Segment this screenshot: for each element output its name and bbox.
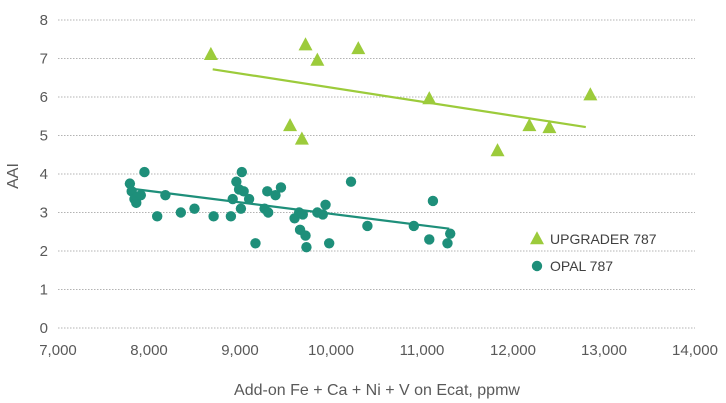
data-point-circle [300, 230, 311, 241]
y-tick-label: 5 [40, 128, 48, 145]
legend-label: UPGRADER 787 [550, 231, 657, 247]
x-tick-label: 9,000 [221, 342, 259, 359]
y-axis-title: AAI [5, 163, 22, 189]
y-tick-label: 1 [40, 282, 48, 299]
legend-marker-triangle [530, 231, 544, 245]
data-point-triangle [310, 52, 325, 66]
y-tick-label: 7 [40, 51, 48, 68]
legend: UPGRADER 787 OPAL 787 [530, 231, 657, 274]
data-point-circle [301, 241, 312, 253]
y-tick-label: 2 [40, 243, 48, 260]
trendlines [130, 68, 586, 230]
data-point-circle [323, 238, 335, 249]
data-point-circle [238, 186, 249, 197]
legend-label: OPAL 787 [550, 258, 613, 274]
data-point-circle [151, 211, 163, 222]
data-point-circle [427, 195, 439, 207]
data-point-circle [362, 220, 373, 232]
data-point-circle [270, 189, 281, 201]
data-point-circle [243, 193, 255, 205]
x-tick-label: 8,000 [130, 342, 168, 359]
data-point-circle [345, 176, 357, 187]
data-point-circle [189, 203, 200, 214]
data-point-triangle [203, 46, 218, 60]
x-tick-label: 13,000 [581, 342, 627, 359]
data-point-triangle [283, 118, 298, 132]
data-point-circle [235, 203, 247, 214]
x-tick-label: 10,000 [308, 342, 354, 359]
data-point-circle [424, 234, 435, 245]
data-point-circle [175, 207, 187, 218]
y-tick-label: 6 [40, 89, 48, 106]
legend-marker-circle [531, 260, 543, 272]
data-point-triangle [298, 37, 313, 51]
data-point-circle [135, 189, 147, 201]
data-point-triangle [542, 119, 557, 134]
data-point-circle [445, 228, 456, 239]
y-tick-label: 8 [40, 12, 48, 29]
data-point-circle [275, 182, 287, 193]
data-point-circle [139, 166, 150, 178]
data-point-triangle [422, 91, 437, 105]
data-point-circle [297, 209, 308, 220]
x-axis-title: Add-on Fe + Ca + Ni + V on Ecat, ppmw [234, 382, 520, 399]
data-point-triangle [490, 143, 505, 157]
y-tick-label: 3 [40, 205, 48, 222]
data-point-triangle [583, 87, 598, 101]
data-point-circle [250, 238, 261, 249]
gridlines [58, 19, 695, 329]
data-point-circle [160, 189, 171, 201]
data-point-circle [225, 211, 237, 222]
x-tick-label: 14,000 [672, 342, 718, 359]
data-point-circle [320, 199, 331, 210]
data-point-triangle [351, 41, 366, 55]
y-tick-label: 0 [40, 320, 48, 337]
data-point-circle [236, 166, 248, 178]
data-point-triangle [522, 118, 537, 132]
data-point-circle [317, 209, 329, 220]
y-tick-label: 4 [40, 166, 48, 183]
y-axis-ticks: 0 1 2 3 4 5 6 7 8 [40, 12, 48, 337]
data-point-circle [442, 238, 453, 249]
trendline-opal [130, 187, 450, 230]
data-point-triangle [294, 131, 309, 145]
data-point-circle [208, 211, 219, 222]
data-point-circle [227, 193, 238, 205]
x-tick-label: 12,000 [490, 342, 536, 359]
x-tick-label: 11,000 [400, 342, 445, 359]
data-point-circle [262, 186, 273, 197]
x-tick-label: 7,000 [39, 342, 77, 359]
data-points [124, 37, 598, 253]
trendline-upgrader [212, 68, 586, 129]
data-point-circle [408, 220, 420, 232]
x-axis-ticks: 7,000 8,000 9,000 10,000 11,000 12,000 13,000 1… [39, 342, 718, 359]
data-point-circle [263, 207, 274, 218]
